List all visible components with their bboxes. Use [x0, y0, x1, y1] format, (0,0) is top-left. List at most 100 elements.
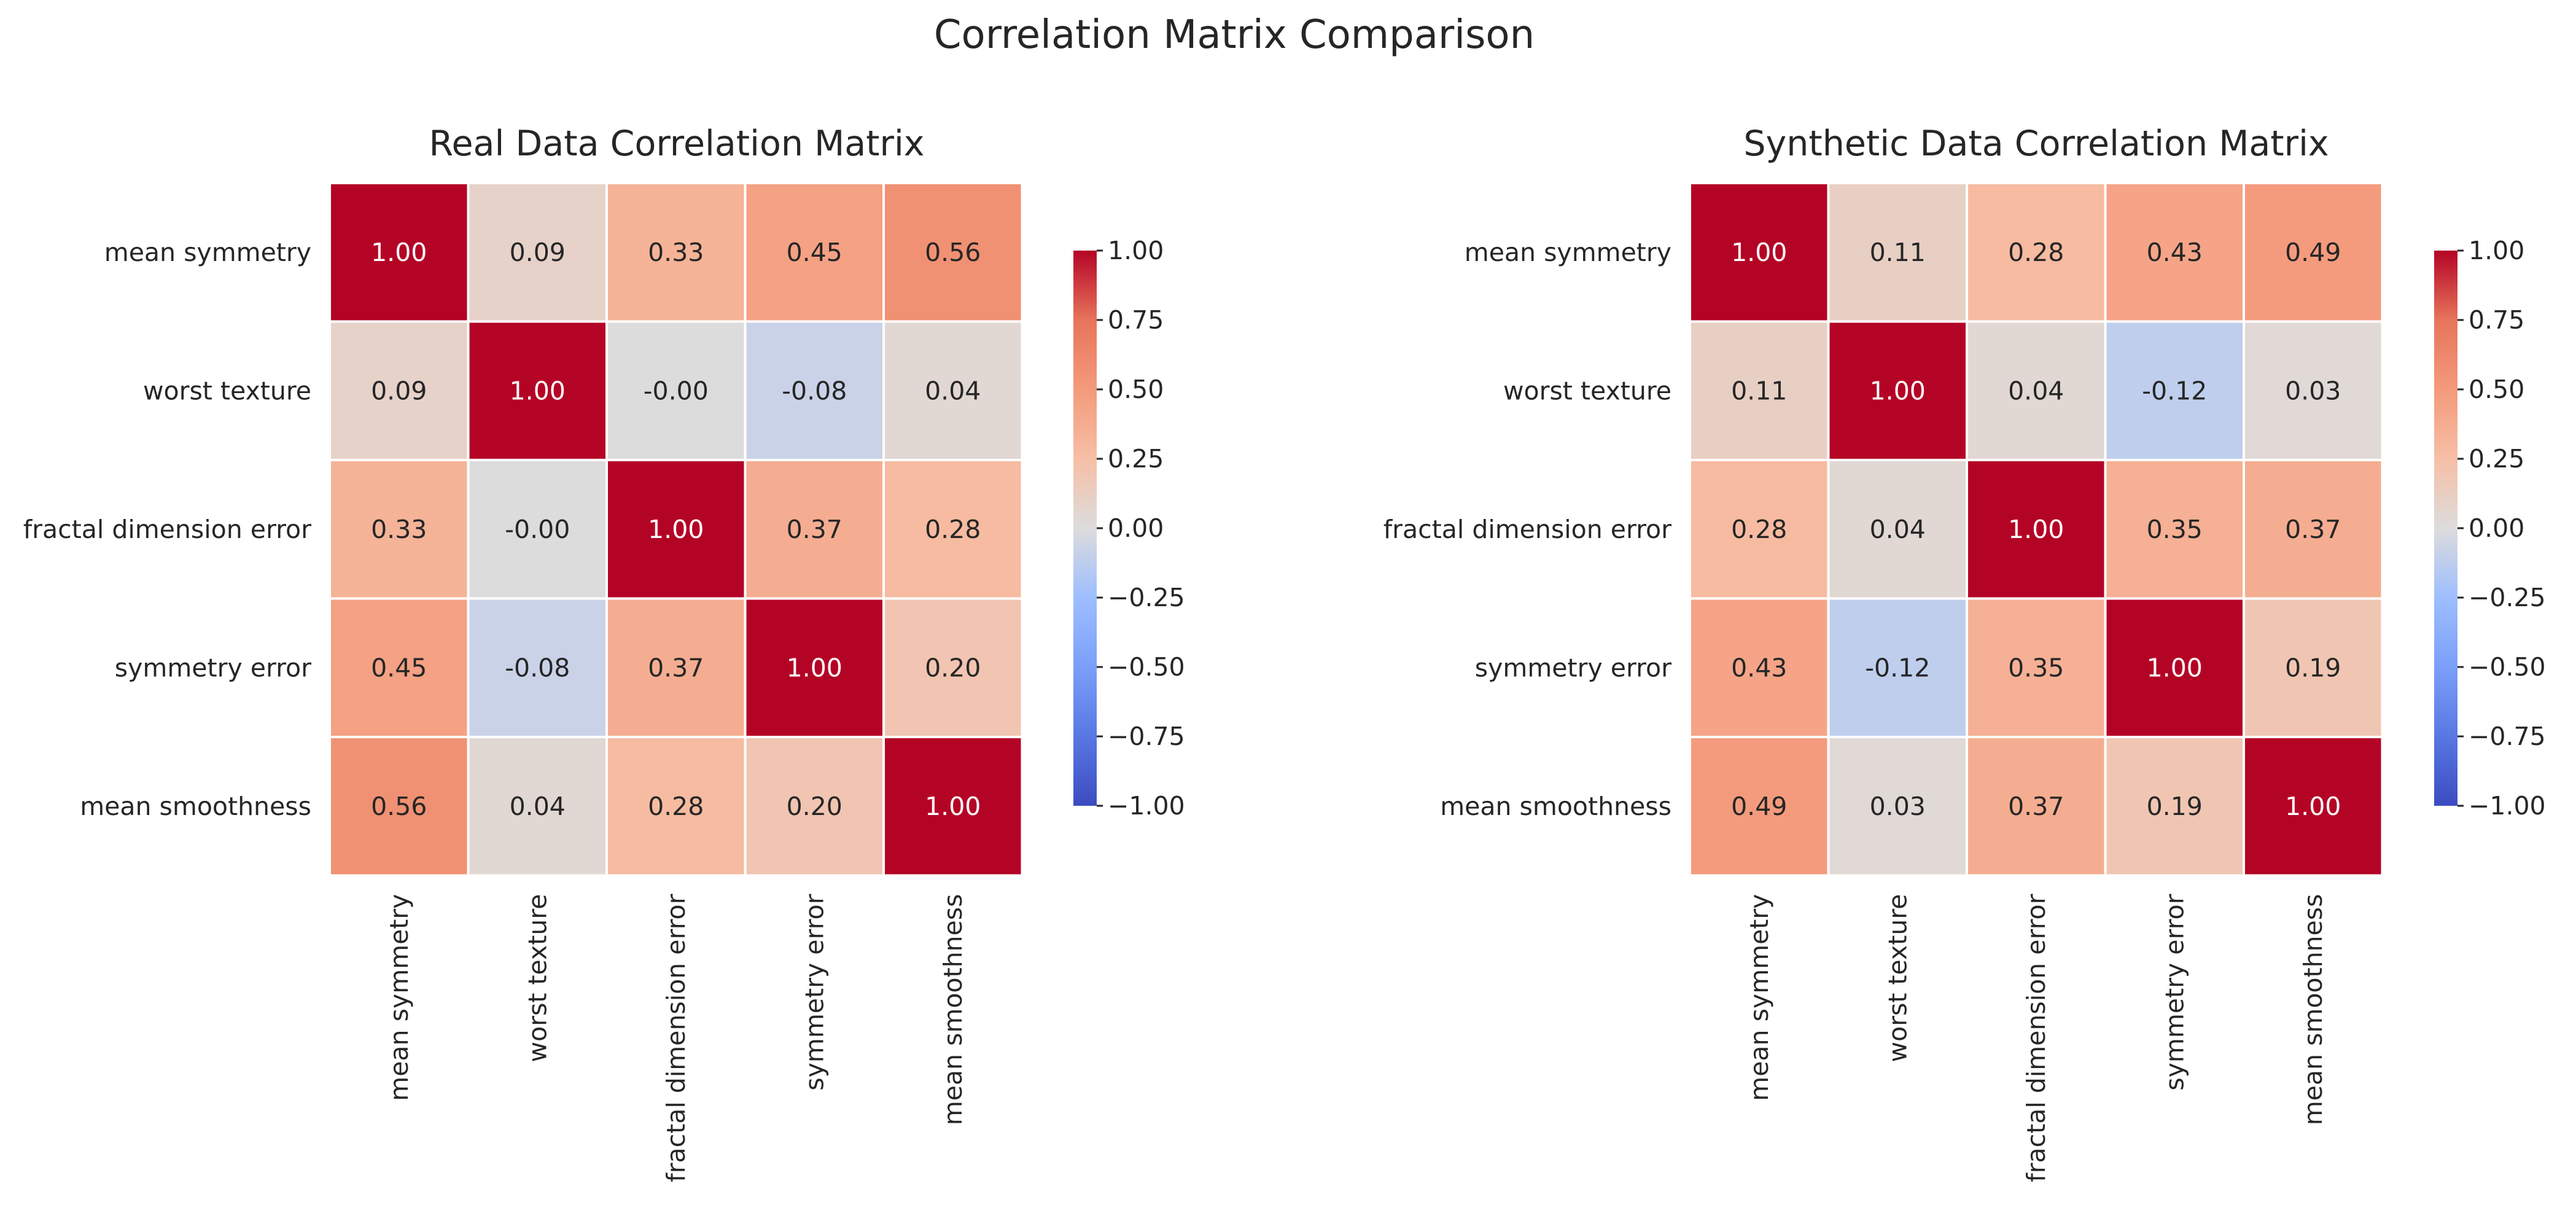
heatmap-cell-r0-c2 — [1966, 182, 2107, 323]
real-data-colorbar: 1.00 0.75 0.50 0.25 0.00 −0.25 −0.50 −0.75 −1.00 — [1073, 236, 1185, 821]
colorbar-gradient — [1073, 251, 1097, 806]
heatmap-cell-r0-c0 — [329, 182, 470, 323]
cell-value-label-r1-c1: 1.00 — [510, 376, 566, 405]
real-data-heatmap-title: Real Data Correlation Matrix — [429, 123, 924, 164]
heatmap-cell-r2-c0 — [1689, 459, 1830, 600]
cell-value-label-r1-c3: -0.08 — [782, 376, 847, 405]
heatmap-cell-r1-c4 — [2243, 320, 2384, 461]
cell-value-label-r0-c3: 0.45 — [787, 238, 842, 267]
x-tick-label: symmetry error — [2160, 894, 2189, 1090]
cell-value-label-r1-c1: 1.00 — [1870, 376, 1926, 405]
y-tick-label: mean symmetry — [104, 238, 311, 267]
cell-value-label-r0-c3: 0.43 — [2147, 238, 2203, 267]
cell-value-label-r2-c1: -0.00 — [505, 515, 570, 544]
heatmap-cell-r1-c4 — [882, 320, 1024, 461]
cell-value-label-r3-c0: 0.45 — [371, 653, 427, 682]
colorbar-tick-label: −0.50 — [2469, 652, 2546, 682]
y-tick-label: worst texture — [143, 376, 311, 405]
heatmap-cell-r3-c4 — [2243, 597, 2384, 738]
real-data-y-tick-labels: mean symmetry worst texture fractal dimens… — [23, 238, 311, 821]
cell-value-label-r0-c4: 0.49 — [2285, 238, 2341, 267]
heatmap-cell-r2-c3 — [744, 459, 885, 600]
figure-suptitle: Correlation Matrix Comparison — [934, 12, 1535, 58]
x-tick-label: mean smoothness — [2298, 894, 2328, 1126]
cell-value-label-r0-c1: 0.09 — [510, 238, 566, 267]
x-tick-label: mean smoothness — [938, 894, 968, 1126]
y-tick-label: symmetry error — [115, 653, 311, 682]
cell-value-label-r2-c2: 1.00 — [648, 515, 704, 544]
colorbar-tick-label: 1.00 — [1108, 236, 1164, 265]
cell-value-label-r4-c1: 0.03 — [1870, 792, 1926, 821]
cell-value-label-r1-c4: 0.04 — [925, 376, 981, 405]
heatmap-cell-r2-c1 — [467, 459, 608, 600]
cell-value-label-r4-c2: 0.28 — [648, 792, 704, 821]
cell-value-label-r3-c4: 0.20 — [925, 653, 981, 682]
heatmap-cell-r0-c0 — [1689, 182, 1830, 323]
colorbar-tick-label: −1.00 — [1108, 791, 1185, 821]
cell-value-label-r3-c1: -0.12 — [1865, 653, 1930, 682]
colorbar-tick-label: 0.50 — [2469, 375, 2524, 404]
colorbar-tick-label: −0.75 — [2469, 722, 2546, 751]
heatmap-cell-r1-c3 — [2104, 320, 2245, 461]
colorbar-tick-label: −0.75 — [1108, 722, 1185, 751]
cell-value-label-r3-c0: 0.43 — [1731, 653, 1787, 682]
y-tick-label: symmetry error — [1475, 653, 1671, 682]
x-tick-label: fractal dimension error — [2021, 894, 2051, 1182]
cell-value-label-r0-c0: 1.00 — [371, 238, 427, 267]
x-tick-label: mean symmetry — [1745, 894, 1774, 1101]
cell-value-label-r2-c3: 0.37 — [787, 515, 842, 544]
colorbar-gradient — [2434, 251, 2457, 806]
synthetic-data-heatmap-title: Synthetic Data Correlation Matrix — [1743, 123, 2329, 164]
y-tick-label: mean smoothness — [80, 792, 311, 821]
heatmap-cell-r4-c4 — [2243, 736, 2384, 877]
cell-value-label-r2-c3: 0.35 — [2147, 515, 2203, 544]
cell-value-label-r1-c4: 0.03 — [2285, 376, 2341, 405]
heatmap-cell-r1-c0 — [329, 320, 470, 461]
cell-value-label-r3-c2: 0.37 — [648, 653, 704, 682]
cell-value-label-r2-c4: 0.37 — [2285, 515, 2341, 544]
cell-value-label-r1-c0: 0.09 — [371, 376, 427, 405]
cell-value-label-r2-c4: 0.28 — [925, 515, 981, 544]
synthetic-data-colorbar: 1.00 0.75 0.50 0.25 0.00 −0.25 −0.50 −0.75 −1.00 — [2434, 236, 2546, 821]
heatmap-cell-r0-c4 — [2243, 182, 2384, 323]
cell-value-label-r0-c2: 0.33 — [648, 238, 704, 267]
cell-value-label-r4-c3: 0.20 — [787, 792, 842, 821]
real-data-heatmap-panel: Real Data Correlation Matrix 1.00 0.09 0.3… — [23, 123, 1185, 1182]
cell-value-label-r4-c0: 0.49 — [1731, 792, 1787, 821]
heatmap-cell-r0-c1 — [467, 182, 608, 323]
heatmap-cell-r4-c2 — [605, 736, 747, 877]
cell-value-label-r1-c2: -0.00 — [644, 376, 709, 405]
cell-value-label-r3-c2: 0.35 — [2008, 653, 2064, 682]
cell-value-label-r2-c2: 1.00 — [2008, 515, 2064, 544]
cell-value-label-r3-c3: 1.00 — [787, 653, 842, 682]
real-data-heatmap-cells: 1.00 0.09 0.33 0.45 0.56 0.09 1.00 -0.00 -0.08 0.… — [329, 182, 1024, 877]
heatmap-cell-r1-c2 — [1966, 320, 2107, 461]
cell-value-label-r1-c3: -0.12 — [2142, 376, 2207, 405]
y-tick-label: fractal dimension error — [23, 515, 311, 544]
colorbar-tick-label: 0.50 — [1108, 375, 1164, 404]
colorbar-tick-label: −0.25 — [2469, 583, 2546, 612]
cell-value-label-r0-c0: 1.00 — [1731, 238, 1787, 267]
heatmap-cell-r4-c2 — [1966, 736, 2107, 877]
colorbar-tick-label: −0.50 — [1108, 652, 1185, 682]
heatmap-cell-r3-c3 — [744, 597, 885, 738]
cell-value-label-r0-c1: 0.11 — [1870, 238, 1926, 267]
x-tick-label: worst texture — [1883, 894, 1912, 1063]
cell-value-label-r4-c2: 0.37 — [2008, 792, 2064, 821]
x-tick-label: fractal dimension error — [661, 894, 691, 1182]
cell-value-label-r1-c0: 0.11 — [1731, 376, 1787, 405]
y-tick-label: mean symmetry — [1465, 238, 1671, 267]
heatmap-cell-r0-c1 — [1827, 182, 1968, 323]
heatmap-cell-r4-c4 — [882, 736, 1024, 877]
cell-value-label-r0-c4: 0.56 — [925, 238, 981, 267]
y-tick-label: fractal dimension error — [1383, 515, 1671, 544]
cell-value-label-r2-c1: 0.04 — [1870, 515, 1926, 544]
synthetic-data-y-tick-labels: mean symmetry worst texture fractal dimens… — [1383, 238, 1671, 821]
cell-value-label-r2-c0: 0.33 — [371, 515, 427, 544]
heatmap-cell-r1-c2 — [605, 320, 747, 461]
cell-value-label-r3-c4: 0.19 — [2285, 653, 2341, 682]
cell-value-label-r4-c3: 0.19 — [2147, 792, 2203, 821]
heatmap-cell-r2-c2 — [1966, 459, 2107, 600]
heatmap-cell-r4-c0 — [329, 736, 470, 877]
